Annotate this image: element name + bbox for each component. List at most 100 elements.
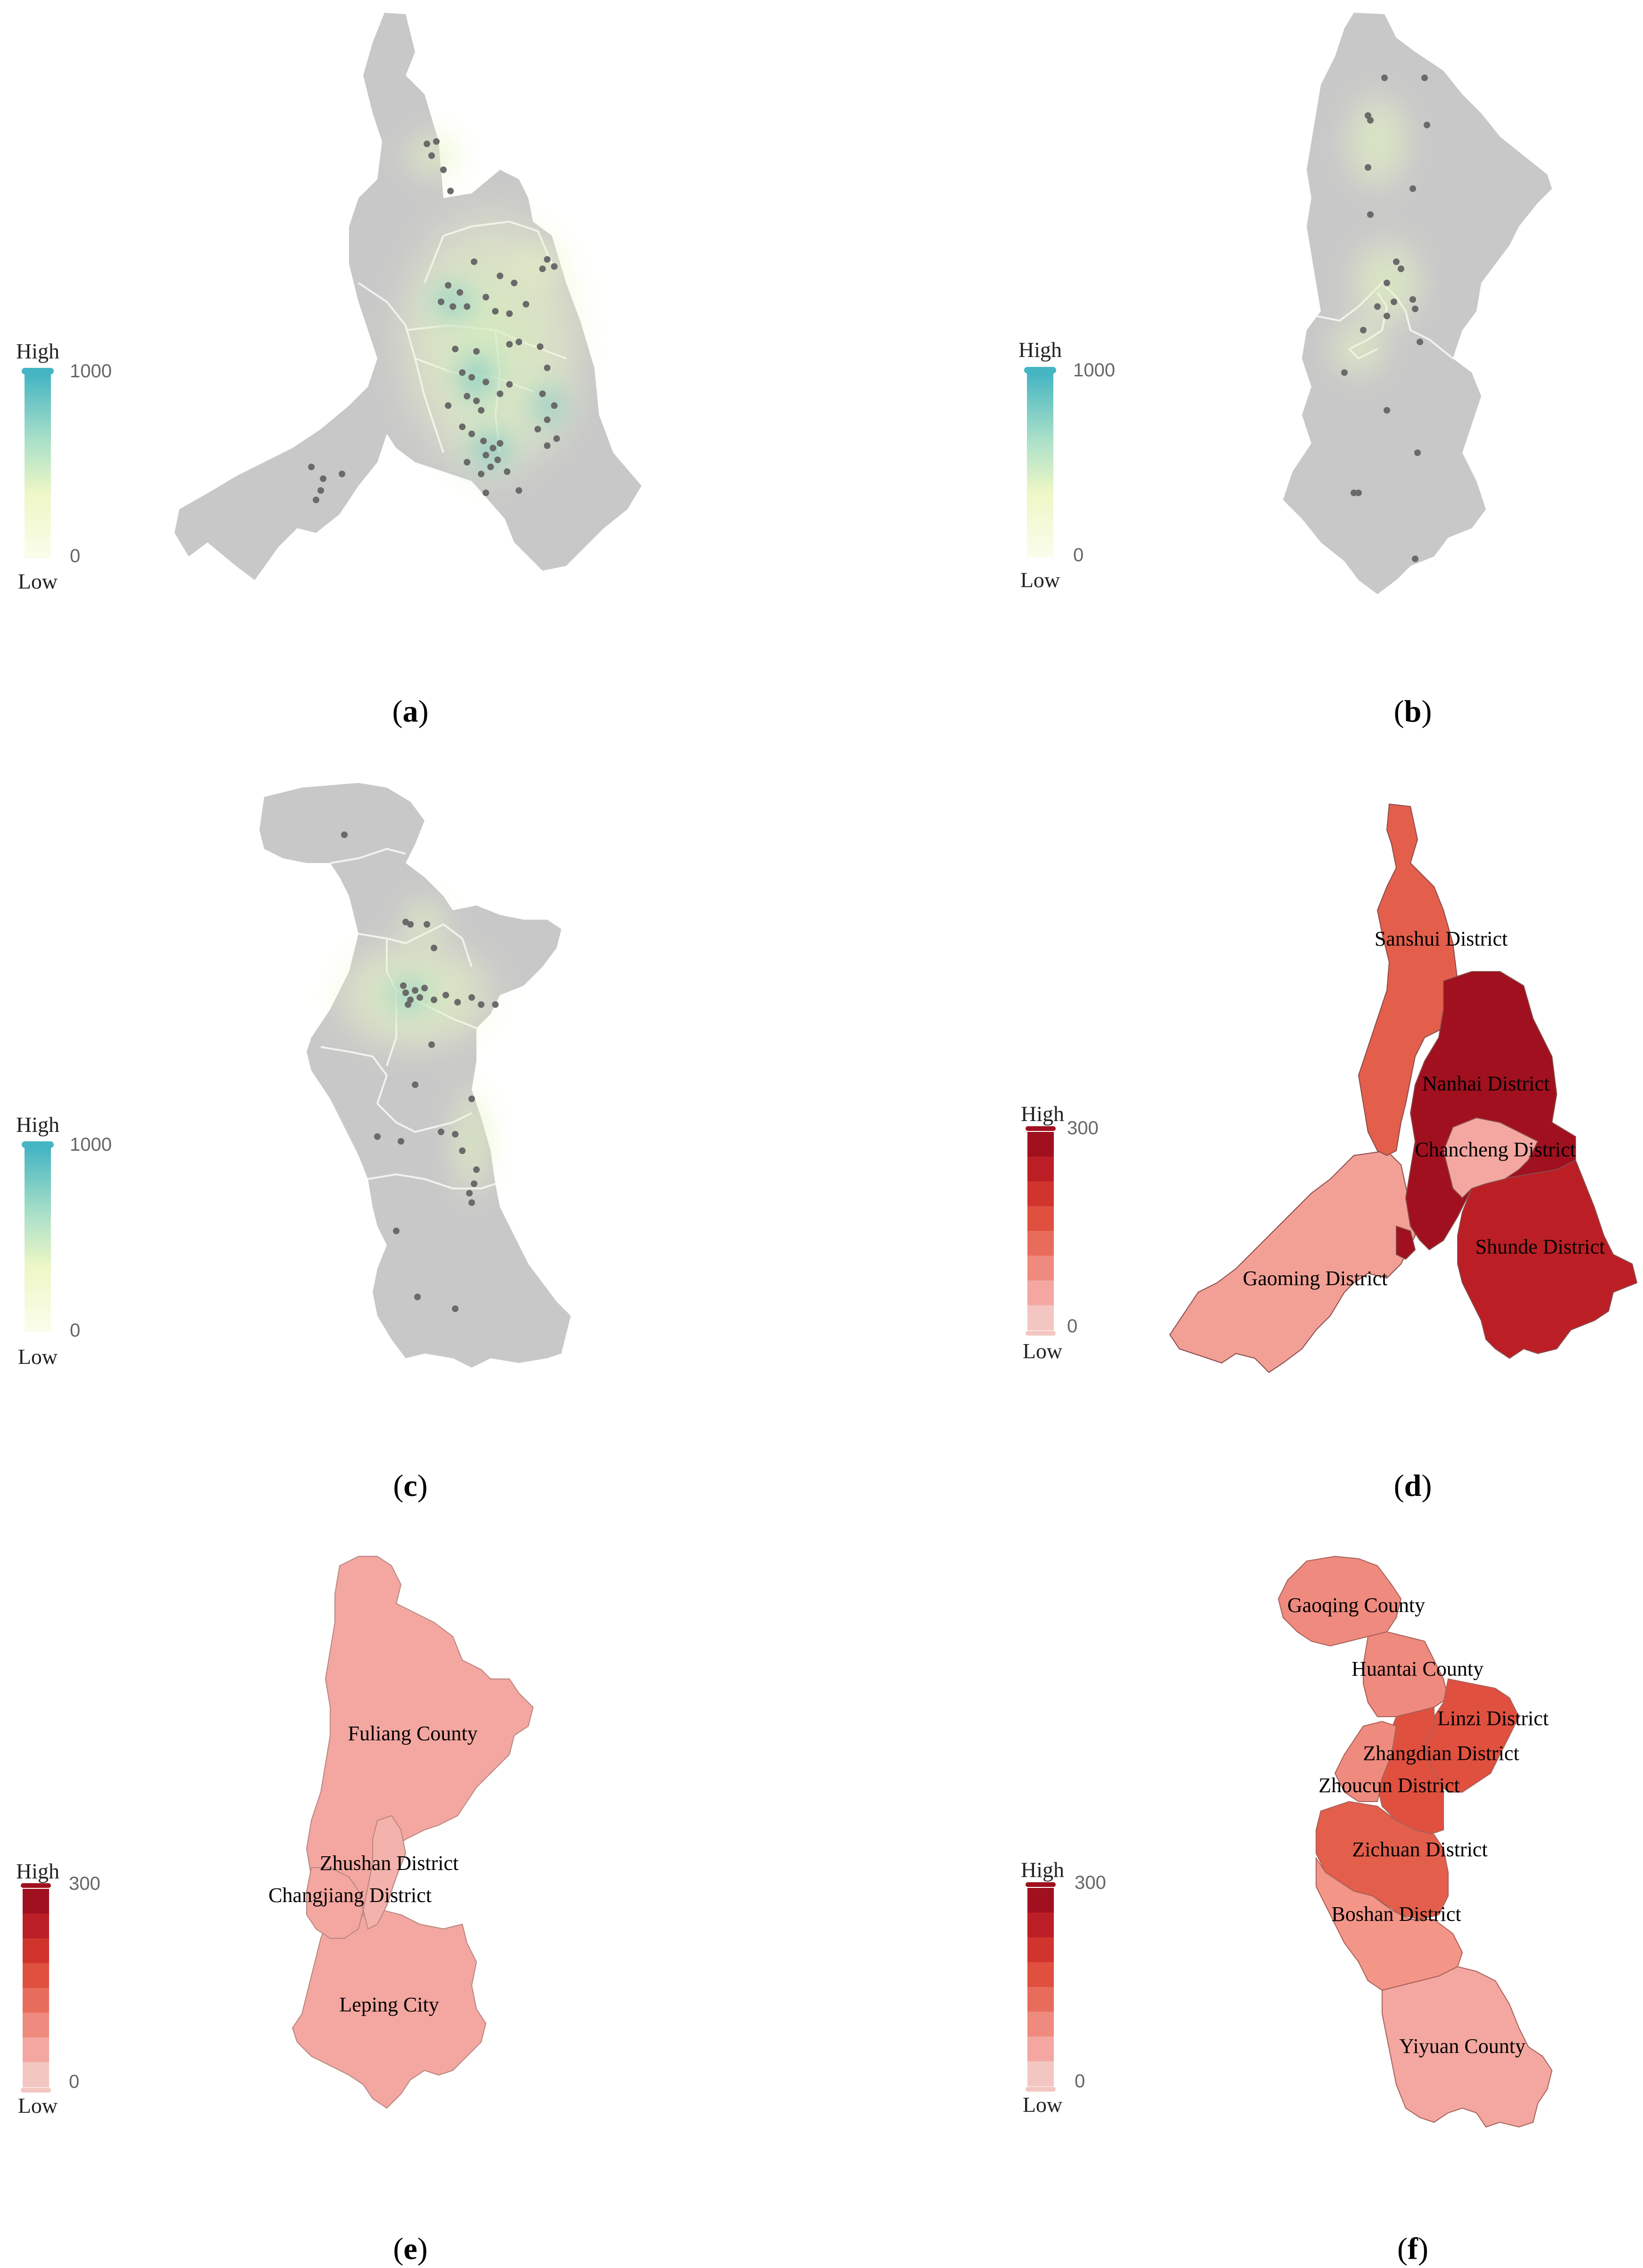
legend-step (1027, 1280, 1054, 1306)
region-yiyuan (1382, 1966, 1553, 2128)
legend-e: High 300 0 Low (16, 1859, 100, 2118)
legend-f-high: High (1021, 1858, 1064, 1882)
legend-c-low: Low (18, 1345, 58, 1369)
label-leping: Leping City (339, 1993, 439, 2016)
legend-b-min: 0 (1073, 545, 1084, 565)
panel-e (292, 1556, 534, 2109)
label-yiyuan: Yiyuan County (1399, 2035, 1526, 2058)
legend-d-min: 0 (1067, 1316, 1077, 1337)
legend-step (1027, 1132, 1054, 1157)
label-zhoucun: Zhoucun District (1318, 1774, 1460, 1797)
legend-step (1027, 1156, 1054, 1182)
legend-a-low: Low (18, 569, 58, 593)
panel-b (1283, 13, 1552, 594)
legend-b-ramp (1027, 374, 1053, 557)
legend-f-low: Low (1023, 2093, 1063, 2117)
legend-c-ramp (25, 1148, 51, 1332)
legend-cap-low (1026, 1331, 1056, 1336)
label-sanshui: Sanshui District (1375, 927, 1508, 950)
caption-c: (c) (393, 1469, 427, 1503)
legend-a-high: High (16, 339, 59, 363)
legend-b: High 1000 0 Low (1018, 338, 1115, 592)
panel-d (1169, 803, 1638, 1373)
legend-step (23, 2062, 49, 2087)
legend-c-min: 0 (70, 1320, 80, 1341)
legend-e-high: High (16, 1859, 59, 1883)
legend-step (23, 2037, 49, 2063)
legend-b-high: High (1018, 338, 1062, 362)
label-zichuan: Zichuan District (1352, 1838, 1487, 1861)
label-chancheng: Chancheng District (1415, 1138, 1576, 1161)
legend-e-min: 0 (69, 2071, 79, 2092)
legend-d: High 300 0 Low (1021, 1102, 1099, 1363)
label-gaoming: Gaoming District (1243, 1267, 1388, 1290)
legend-d-max: 300 (1067, 1118, 1099, 1138)
legend-c-high: High (16, 1113, 59, 1137)
region-sanshui (1358, 803, 1459, 1156)
caption-e: (e) (393, 2232, 427, 2266)
legend-step (1027, 2061, 1054, 2086)
legend-step (1027, 1231, 1054, 1256)
region-changjiang (306, 1867, 364, 1939)
region-leping (292, 1909, 487, 2109)
legend-d-high: High (1021, 1102, 1064, 1126)
legend-b-low: Low (1020, 568, 1060, 592)
sample-points-a (308, 138, 560, 503)
region-fuliang (306, 1556, 534, 1920)
caption-b: (b) (1394, 694, 1432, 729)
caption-d: (d) (1394, 1469, 1432, 1503)
label-shunde: Shunde District (1476, 1235, 1605, 1258)
legend-step (23, 1988, 49, 2013)
legend-a-max: 1000 (70, 361, 112, 382)
legend-step (23, 1913, 49, 1939)
legend-d-low: Low (1023, 1339, 1063, 1363)
legend-step (1027, 1937, 1054, 1963)
legend-f-min: 0 (1075, 2071, 1085, 2092)
legend-cap-high (1026, 1126, 1056, 1131)
legend-step (1027, 1181, 1054, 1207)
legend-step (1027, 1305, 1054, 1330)
legend-cap-low (21, 2088, 51, 2093)
legend-step (1027, 1962, 1054, 1987)
legend-cap-high (21, 1883, 51, 1888)
legend-c-cap (22, 1141, 54, 1148)
map-c-region (259, 783, 571, 1368)
legend-f: High 300 0 Low (1021, 1858, 1106, 2117)
legend-b-cap (1024, 367, 1056, 374)
caption-a: (a) (392, 694, 429, 729)
legend-e-max: 300 (69, 1873, 100, 1894)
sample-points-b (1341, 75, 1430, 562)
legend-step (1027, 1206, 1054, 1231)
region-nanhai (1405, 971, 1576, 1251)
sample-points-c (341, 831, 499, 1312)
legend-step (1027, 2036, 1054, 2062)
region-zhushan (362, 1815, 407, 1930)
legend-step (1027, 1255, 1054, 1281)
caption-f: (f) (1397, 2232, 1428, 2266)
legend-step (1027, 1888, 1054, 1913)
legend-e-low: Low (18, 2094, 58, 2118)
legend-b-max: 1000 (1073, 360, 1115, 381)
region-zhoucun (1334, 1720, 1397, 1802)
district-labels: Sanshui District Nanhai District Chanche… (268, 927, 1605, 2058)
legend-a-cap (22, 368, 54, 374)
heat-layer-a (382, 127, 599, 490)
legend-step (1027, 1987, 1054, 2012)
region-chancheng (1443, 1117, 1539, 1199)
legend-a-min: 0 (70, 546, 80, 566)
legend-a: High 1000 0 Low (16, 339, 112, 593)
legend-c-max: 1000 (70, 1134, 112, 1155)
label-huantai: Huantai County (1351, 1657, 1484, 1680)
panel-a (175, 13, 642, 580)
legend-step (23, 1889, 49, 1914)
legend-step (23, 1938, 49, 1964)
legend-c: High 1000 0 Low (16, 1113, 112, 1369)
panel-c (259, 783, 571, 1368)
legend-cap-low (1026, 2087, 1056, 2092)
legend-step (1027, 1912, 1054, 1938)
legend-a-ramp (25, 374, 51, 558)
legend-step (1027, 2011, 1054, 2037)
label-fuliang: Fuliang County (348, 1722, 477, 1745)
region-gaoming (1169, 1150, 1416, 1373)
